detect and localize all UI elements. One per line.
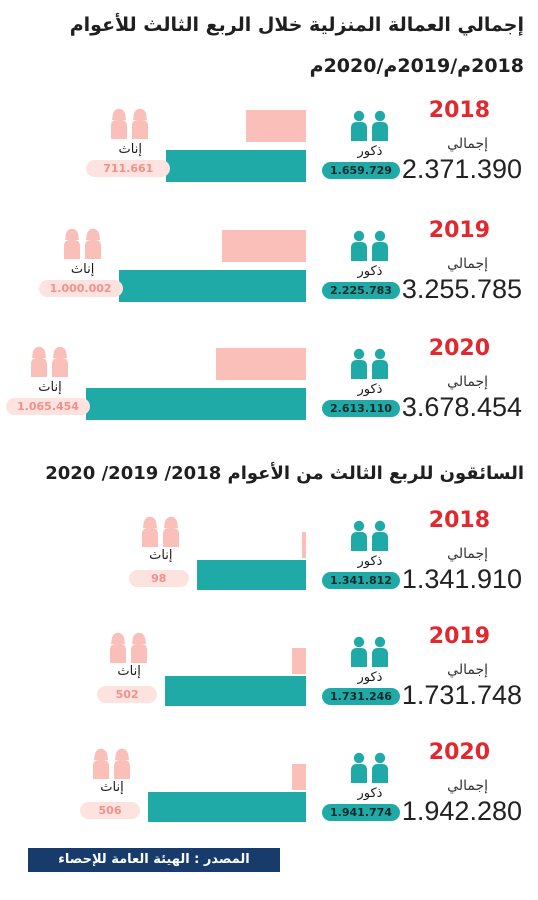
female-icon (106, 108, 154, 140)
male-bar (148, 792, 306, 822)
main-title-years: 2018م/2019م/2020م (309, 55, 524, 77)
year-block: 2020 إجمالي 3.678.454 ذكور 2.613.110 إنا… (0, 336, 538, 446)
female-value: 506 (98, 804, 122, 817)
total-value: 3.255.785 (401, 274, 522, 304)
total-value: 2.371.390 (401, 154, 522, 184)
female-label: إناث (118, 142, 142, 157)
total-label: إجمالي (447, 546, 488, 562)
male-icon (346, 110, 394, 142)
male-value: 1.659.729 (330, 164, 392, 177)
male-label: ذكور (357, 554, 383, 569)
male-value-badge: 2.225.783 (322, 282, 400, 299)
male-bar (86, 388, 306, 420)
female-label: إناث (149, 548, 173, 563)
male-value-badge: 1.731.246 (322, 688, 400, 705)
total-label: إجمالي (447, 662, 488, 678)
female-icon (59, 228, 107, 260)
female-value-badge: 98 (128, 570, 189, 587)
total-label: إجمالي (447, 778, 488, 794)
male-value-badge: 1.941.774 (322, 804, 400, 821)
total-label: إجمالي (447, 374, 488, 390)
main-title: إجمالي العمالة المنزلية خلال الربع الثال… (69, 14, 524, 36)
male-icon (346, 752, 394, 784)
female-icon (88, 748, 136, 780)
year-block: 2019 إجمالي 1.731.748 ذكور 1.731.246 إنا… (0, 624, 538, 734)
male-label: ذكور (357, 264, 383, 279)
female-bar (292, 764, 306, 790)
female-value: 1.000.002 (49, 282, 112, 295)
male-icon (346, 230, 394, 262)
female-icon (137, 516, 185, 548)
male-bar (165, 676, 306, 706)
year-label: 2018 (428, 508, 490, 533)
male-icon (346, 520, 394, 552)
female-value: 98 (151, 572, 167, 585)
male-value-badge: 1.341.812 (322, 572, 400, 589)
year-label: 2019 (428, 624, 490, 649)
year-label: 2020 (428, 336, 490, 361)
female-value: 711.661 (103, 162, 154, 175)
year-label: 2020 (428, 740, 490, 765)
male-value: 1.941.774 (330, 806, 392, 819)
female-value-badge: 506 (80, 802, 140, 819)
male-bar (166, 150, 306, 182)
total-value: 3.678.454 (401, 392, 522, 422)
male-value: 2.225.783 (330, 284, 392, 297)
source-label: المصدر : الهيئة العامة للإحصاء (28, 848, 280, 872)
female-value-badge: 1.065.454 (6, 398, 90, 415)
drivers-title: السائقون للربع الثالث من الأعوام 2018/ 2… (45, 463, 524, 484)
male-value-badge: 1.659.729 (322, 162, 400, 179)
female-bar (292, 648, 306, 674)
female-label: إناث (38, 380, 62, 395)
female-bar (221, 230, 306, 262)
female-value: 502 (115, 688, 139, 701)
male-bar (118, 270, 306, 302)
male-icon (346, 636, 394, 668)
year-block: 2018 إجمالي 2.371.390 ذكور 1.659.729 إنا… (0, 98, 538, 208)
male-label: ذكور (357, 144, 383, 159)
female-icon (26, 346, 74, 378)
year-label: 2019 (428, 218, 490, 243)
year-block: 2019 إجمالي 3.255.785 ذكور 2.225.783 إنا… (0, 218, 538, 328)
total-label: إجمالي (447, 256, 488, 272)
female-bar (246, 110, 306, 142)
male-icon (346, 348, 394, 380)
female-value-badge: 1.000.002 (38, 280, 123, 297)
female-bar (302, 532, 306, 558)
year-block: 2018 إجمالي 1.341.910 ذكور 1.341.812 إنا… (0, 508, 538, 618)
female-value: 1.065.454 (17, 400, 79, 413)
year-label: 2018 (428, 98, 490, 123)
male-bar (196, 560, 306, 590)
male-value: 2.613.110 (330, 402, 392, 415)
total-value: 1.942.280 (401, 796, 522, 826)
total-value: 1.731.748 (401, 680, 522, 710)
female-bar (216, 348, 306, 380)
female-label: إناث (70, 262, 95, 277)
total-label: إجمالي (447, 136, 488, 152)
male-label: ذكور (357, 670, 383, 685)
male-value: 1.731.246 (330, 690, 392, 703)
female-icon (105, 632, 153, 664)
female-label: إناث (100, 780, 124, 795)
female-label: إناث (117, 664, 141, 679)
year-block: 2020 إجمالي 1.942.280 ذكور 1.941.774 إنا… (0, 740, 538, 850)
male-value: 1.341.812 (330, 574, 392, 587)
female-value-badge: 711.661 (86, 160, 171, 177)
male-label: ذكور (357, 786, 383, 801)
female-value-badge: 502 (97, 686, 158, 703)
male-value-badge: 2.613.110 (322, 400, 400, 417)
total-value: 1.341.910 (401, 564, 522, 594)
male-label: ذكور (357, 382, 383, 397)
